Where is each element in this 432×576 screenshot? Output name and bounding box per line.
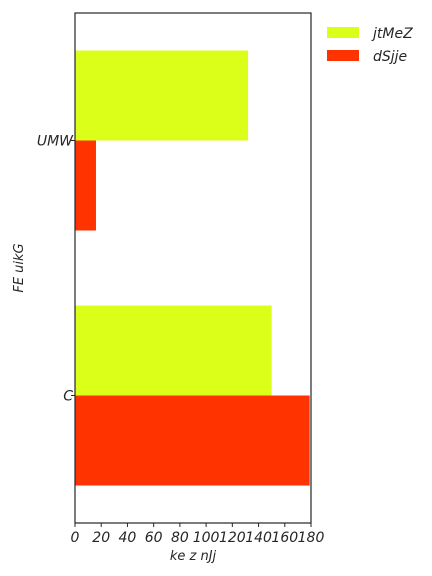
bar-dSjje-UMW bbox=[75, 140, 96, 231]
bars-layer bbox=[75, 50, 310, 486]
bar-dSjje-C bbox=[75, 395, 310, 486]
x-axis-ticks: 0 20 40 60 80 100 120 140 160 180 bbox=[71, 523, 325, 546]
x-tick-label: 60 bbox=[145, 530, 163, 546]
legend-swatch-dSjje bbox=[327, 50, 359, 61]
x-tick-label: 120 bbox=[219, 530, 246, 546]
x-tick-label: 0 bbox=[71, 530, 80, 546]
bar-jtMeZ-C bbox=[75, 305, 272, 396]
y-tick-label: C bbox=[63, 389, 73, 405]
x-tick-label: 40 bbox=[119, 530, 137, 546]
y-axis-label: FE uikG bbox=[12, 243, 27, 292]
x-tick-label: 100 bbox=[193, 530, 220, 546]
legend-label-dSjje: dSjje bbox=[373, 49, 407, 65]
y-axis-ticks: UMW C bbox=[37, 134, 75, 405]
x-tick-label: 180 bbox=[298, 530, 325, 546]
plot-frame bbox=[74, 12, 312, 524]
x-axis-label: ke z nJj bbox=[170, 549, 217, 564]
legend: jtMeZ dSjje bbox=[327, 26, 413, 65]
legend-swatch-jtMeZ bbox=[327, 27, 359, 38]
x-tick-label: 20 bbox=[92, 530, 110, 546]
y-tick-label: UMW bbox=[37, 134, 74, 150]
x-tick-label: 80 bbox=[171, 530, 189, 546]
bar-jtMeZ-UMW bbox=[75, 50, 249, 141]
x-tick-label: 160 bbox=[271, 530, 298, 546]
legend-label-jtMeZ: jtMeZ bbox=[371, 26, 413, 42]
x-tick-label: 140 bbox=[245, 530, 272, 546]
